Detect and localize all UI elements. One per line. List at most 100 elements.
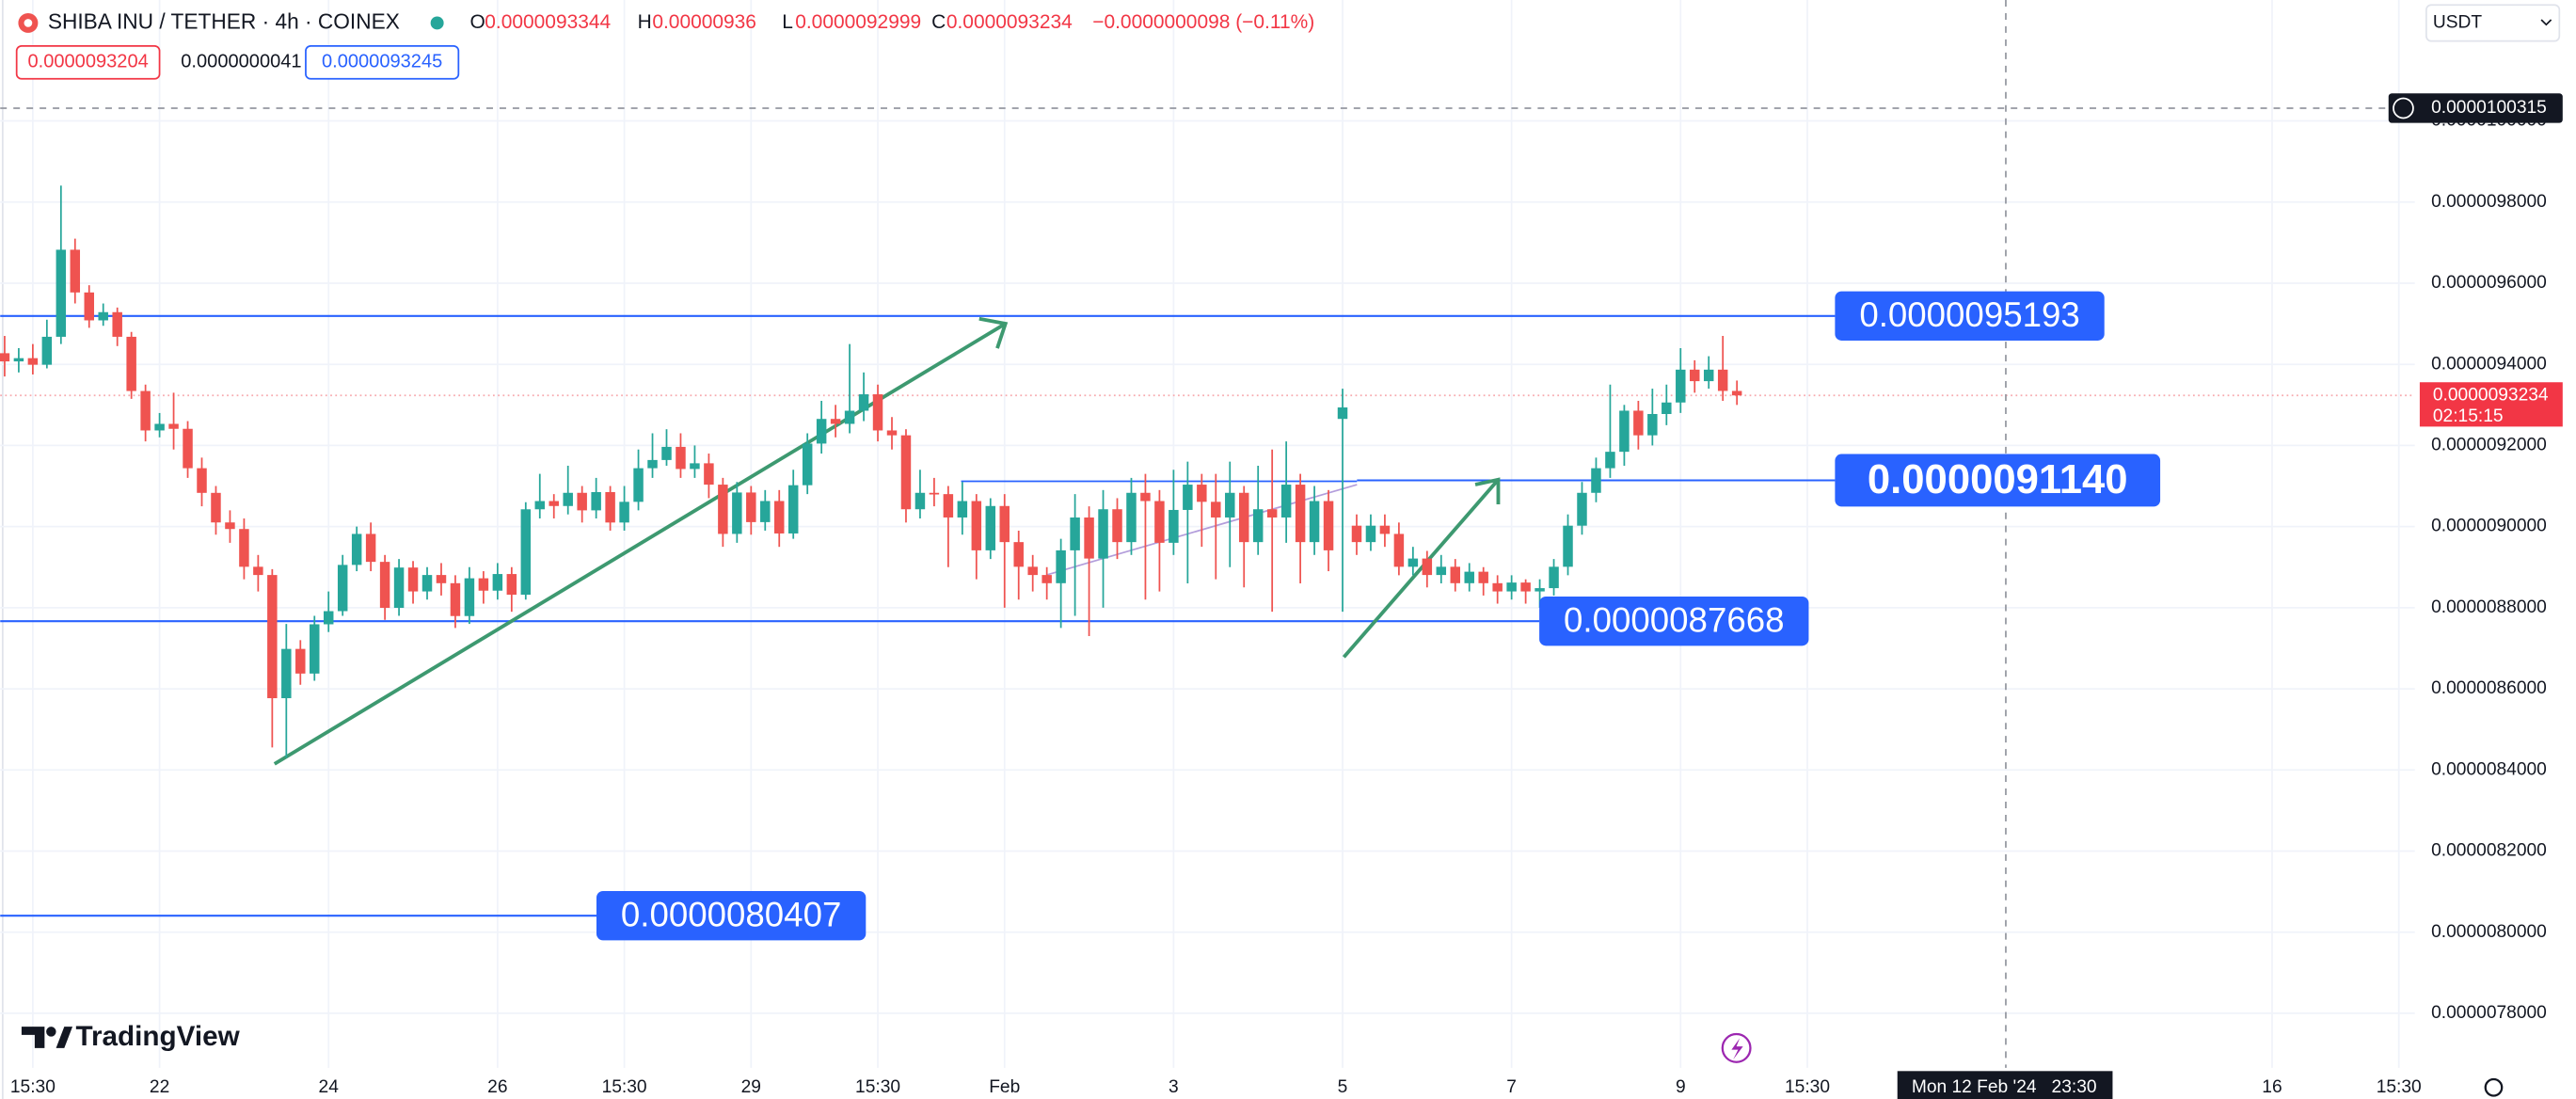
candle-body bbox=[985, 505, 996, 550]
chevron bbox=[2540, 19, 2552, 26]
candle-body bbox=[1633, 410, 1644, 436]
brand-name: TradingView bbox=[76, 1021, 241, 1052]
arrow-head bbox=[978, 316, 1009, 349]
candle-body bbox=[436, 575, 447, 583]
currency-select[interactable]: USDT bbox=[2425, 4, 2561, 42]
x-tick-label: 22 bbox=[150, 1077, 169, 1097]
candle-body bbox=[1647, 414, 1658, 436]
currency: USDT bbox=[2433, 13, 2483, 33]
ohlc-value: 0.0000092999 bbox=[795, 11, 921, 33]
candle-body bbox=[1309, 501, 1320, 543]
candle-body bbox=[365, 534, 376, 563]
logo-mark bbox=[21, 1027, 45, 1048]
candle-body bbox=[393, 567, 405, 609]
candle-body bbox=[1407, 558, 1419, 567]
candle-body bbox=[1295, 485, 1306, 543]
candle-body bbox=[1169, 509, 1179, 543]
x-tick-label: 15:30 bbox=[1785, 1077, 1830, 1097]
candle-body bbox=[379, 562, 390, 609]
x-tick-label: Feb bbox=[989, 1077, 1020, 1097]
candle-body bbox=[27, 358, 39, 365]
candle-body bbox=[1351, 525, 1362, 543]
candle-body bbox=[914, 492, 926, 510]
candle-body bbox=[84, 292, 94, 321]
candles bbox=[0, 185, 1742, 758]
candle-body bbox=[1266, 509, 1278, 518]
level-label: 0.0000080407 bbox=[621, 896, 841, 934]
candle-body bbox=[1013, 542, 1024, 567]
candle-body bbox=[1154, 501, 1165, 543]
crosshair-time: Mon 12 Feb '24 23:30 bbox=[1912, 1077, 2097, 1097]
last-price-box bbox=[2419, 382, 2563, 427]
candle-body bbox=[154, 423, 165, 431]
ohlc-key: C bbox=[931, 11, 946, 33]
ask-box[interactable] bbox=[305, 45, 460, 80]
candle-body bbox=[1042, 575, 1052, 583]
candle-body bbox=[816, 419, 827, 444]
x-tick-label: 24 bbox=[319, 1077, 340, 1097]
currency-box[interactable] bbox=[2425, 4, 2561, 42]
countdown: 02:15:15 bbox=[2433, 406, 2504, 426]
y-tick-label: 0.0000094000 bbox=[2431, 354, 2547, 374]
settings-icon[interactable] bbox=[2484, 1077, 2504, 1097]
y-tick-label: 0.0000084000 bbox=[2431, 759, 2547, 779]
candle-body bbox=[112, 311, 122, 337]
candle-body bbox=[310, 624, 320, 674]
candle-body bbox=[563, 492, 573, 506]
y-tick-label: 0.0000098000 bbox=[2431, 192, 2547, 212]
logo-mark bbox=[46, 1027, 56, 1037]
candle-body bbox=[253, 566, 263, 576]
candle-body bbox=[126, 336, 136, 391]
arrow-head bbox=[1474, 477, 1501, 504]
candle-body bbox=[1140, 492, 1151, 502]
candle-body bbox=[704, 463, 714, 486]
x-tick-label: 15:30 bbox=[10, 1077, 56, 1097]
candle-body bbox=[999, 505, 1010, 543]
candle-body bbox=[13, 358, 24, 362]
level-label-box bbox=[1539, 596, 1809, 646]
lightning bbox=[1731, 1038, 1743, 1060]
bid-box[interactable] bbox=[15, 45, 161, 80]
y-tick-label: 0.0000090000 bbox=[2431, 517, 2547, 536]
candle-body bbox=[183, 428, 193, 469]
candle-body bbox=[70, 249, 81, 293]
ohlc-value: 0.0000093344 bbox=[485, 11, 611, 33]
legend: SHIBA INU / TETHER · 4h · COINEX O 0.000… bbox=[15, 8, 1314, 80]
candle-body bbox=[1365, 525, 1376, 543]
x-tick-label: 29 bbox=[741, 1077, 761, 1097]
candle-body bbox=[351, 534, 362, 565]
candle-body bbox=[1450, 566, 1461, 583]
level-label-box bbox=[1835, 454, 2161, 507]
candle-body bbox=[295, 648, 306, 674]
branding: TradingView bbox=[21, 1021, 241, 1052]
candle-body bbox=[760, 501, 771, 522]
symbol-icon-dot bbox=[24, 19, 33, 27]
candle-body bbox=[900, 435, 912, 510]
candle-body bbox=[1492, 582, 1503, 592]
candle-body bbox=[323, 611, 334, 625]
candle-body bbox=[957, 501, 968, 518]
ohlc-value: 0.0000093234 bbox=[946, 11, 1073, 33]
candle-body bbox=[1252, 509, 1264, 543]
candle-body bbox=[787, 485, 799, 534]
crosshair-plus bbox=[2393, 97, 2414, 119]
x-tick-label: 15:30 bbox=[855, 1077, 900, 1097]
candle-body bbox=[1280, 485, 1292, 518]
candle-body bbox=[830, 419, 841, 424]
candle-body bbox=[478, 578, 489, 591]
candle-body bbox=[690, 463, 700, 470]
candle-body bbox=[591, 491, 601, 511]
candle-body bbox=[506, 574, 517, 596]
candle-body bbox=[1098, 509, 1108, 559]
candle-body bbox=[774, 501, 785, 534]
candle-body bbox=[1422, 558, 1433, 576]
x-tick-label: 5 bbox=[1338, 1077, 1348, 1097]
candle-body bbox=[718, 485, 728, 534]
candle-body bbox=[1676, 369, 1686, 403]
candle-body bbox=[168, 423, 179, 429]
candle-body bbox=[971, 501, 982, 550]
candle-body bbox=[1605, 452, 1615, 469]
candle-body bbox=[802, 443, 813, 486]
ohlc-value: 0.00000936 bbox=[652, 11, 756, 33]
